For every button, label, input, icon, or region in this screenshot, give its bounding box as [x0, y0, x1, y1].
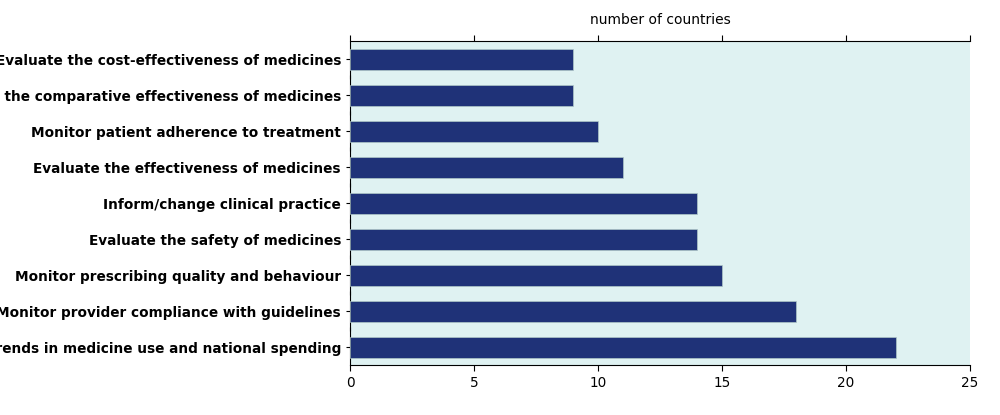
Bar: [350, 157, 623, 178]
Bar: [350, 49, 573, 70]
X-axis label: number of countries: number of countries: [590, 13, 730, 27]
Bar: [350, 301, 796, 322]
Bar: [350, 121, 598, 142]
Bar: [350, 265, 722, 286]
Bar: [350, 85, 573, 106]
Bar: [350, 193, 697, 214]
Bar: [350, 229, 697, 250]
Bar: [350, 337, 896, 358]
